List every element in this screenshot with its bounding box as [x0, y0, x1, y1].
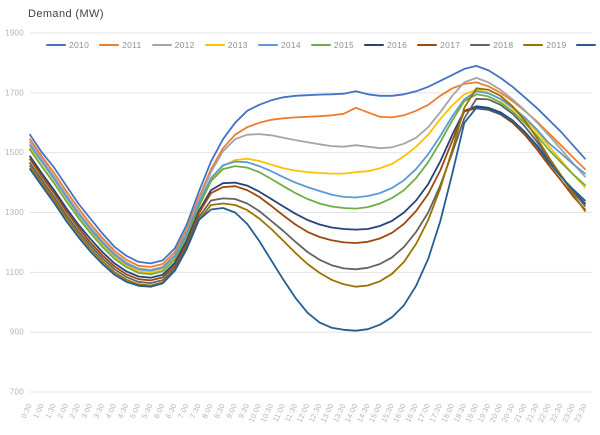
- series-line-2020: [29, 106, 586, 332]
- legend: 2010 2011 2012 2013 2014 2015 2016 2017 2018 2019…: [46, 40, 600, 50]
- legend-label: 2018: [493, 40, 514, 50]
- series-line-2018: [29, 97, 586, 285]
- legend-item-2014: 2014: [257, 40, 301, 50]
- series-line-2011: [29, 81, 586, 268]
- y-axis-label: 900: [10, 328, 24, 337]
- series-line-2016: [29, 105, 586, 279]
- legend-label: 2013: [227, 40, 248, 50]
- legend-item-2011: 2011: [99, 40, 141, 50]
- y-axis-label: 1300: [5, 208, 24, 217]
- legend-label: 2010: [69, 40, 90, 50]
- legend-label: 2016: [387, 40, 408, 50]
- legend-label: 2012: [174, 40, 195, 50]
- series-line-2019: [29, 87, 586, 288]
- legend-item-2017: 2017: [417, 40, 460, 50]
- legend-item-2015: 2015: [310, 40, 355, 50]
- y-axis-label: 1500: [5, 148, 24, 157]
- legend-item-2019: 2019: [523, 40, 566, 50]
- series-line-2014: [29, 90, 586, 272]
- legend-swatch-2019: [523, 43, 544, 47]
- legend-item-2013: 2013: [204, 40, 248, 50]
- legend-item-2010: 2010: [46, 40, 89, 50]
- series-line-2015: [29, 93, 586, 276]
- legend-label: 2015: [333, 40, 355, 50]
- legend-label: 2014: [280, 40, 301, 50]
- legend-label: 2011: [122, 40, 142, 50]
- y-axis-label: 700: [10, 388, 24, 397]
- series-line-2010: [29, 65, 586, 265]
- legend-swatch-2017: [417, 43, 438, 47]
- y-axis-label: 1700: [5, 88, 24, 97]
- legend-swatch-2020: [576, 43, 597, 47]
- legend-swatch-2018: [470, 43, 491, 47]
- legend-swatch-2016: [364, 43, 385, 47]
- legend-swatch-2013: [204, 43, 225, 47]
- legend-label: 2017: [440, 40, 461, 50]
- legend-item-2016: 2016: [364, 40, 407, 50]
- legend-swatch-2015: [310, 43, 331, 47]
- y-axis-label: 1900: [5, 29, 24, 38]
- legend-label: 2019: [546, 40, 567, 50]
- y-axis-label: 1100: [6, 268, 25, 277]
- legend-item-2020: 2020: [576, 40, 600, 50]
- series-line-2012: [29, 77, 586, 271]
- chart-title: Demand (MW): [28, 8, 104, 20]
- legend-item-2012: 2012: [151, 40, 195, 50]
- legend-item-2018: 2018: [470, 40, 513, 50]
- legend-swatch-2011: [99, 43, 120, 47]
- legend-swatch-2012: [151, 43, 172, 47]
- legend-swatch-2010: [46, 43, 66, 47]
- legend-swatch-2014: [257, 43, 278, 47]
